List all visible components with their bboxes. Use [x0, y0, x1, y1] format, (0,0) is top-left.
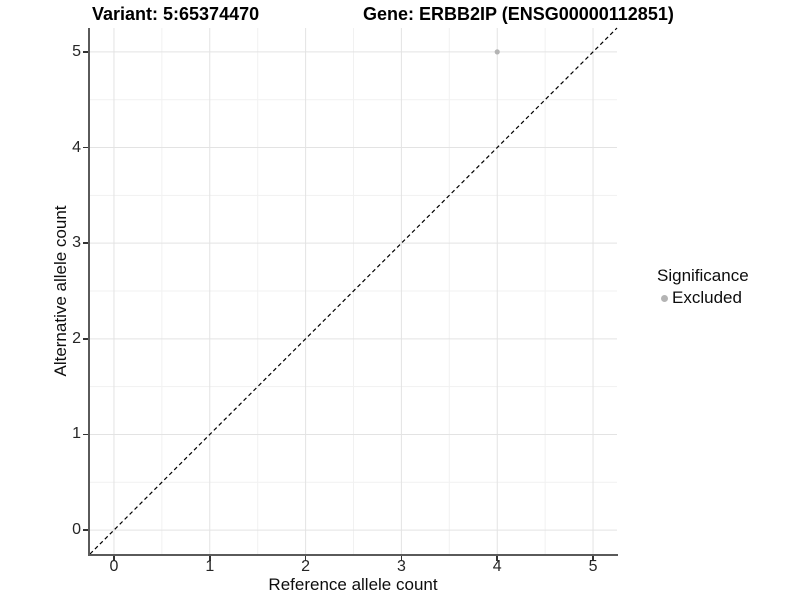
x-tick-mark: [400, 556, 403, 561]
x-axis-line: [88, 554, 618, 556]
y-axis-line: [88, 28, 90, 556]
y-tick-mark: [83, 51, 88, 53]
plot-canvas: [89, 27, 618, 555]
y-tick-label: 5: [72, 42, 81, 60]
y-tick-label: 1: [72, 425, 81, 443]
x-tick-mark: [304, 556, 307, 561]
legend-item-excluded: Excluded: [657, 288, 749, 308]
plot-title-variant: Variant: 5:65374470: [92, 4, 260, 24]
y-tick-label: 0: [72, 521, 81, 539]
x-tick-mark: [592, 556, 594, 561]
x-tick-label: 0: [109, 558, 119, 575]
x-tick-mark: [496, 556, 498, 561]
plot-panel: [89, 27, 618, 555]
identity-line: [89, 27, 618, 555]
y-tick-label: 4: [72, 138, 81, 156]
x-tick-label: 2: [301, 558, 311, 575]
y-tick-mark: [83, 529, 88, 531]
legend-title: Significance: [657, 266, 749, 285]
x-tick-mark: [113, 556, 115, 561]
y-tick-mark: [83, 338, 88, 340]
legend-key: [657, 294, 672, 302]
data-point-excluded: [494, 49, 500, 55]
excluded-point-icon: [661, 294, 668, 302]
x-axis-title: Reference allele count: [268, 575, 438, 594]
y-axis-title: Alternative allele count: [51, 205, 70, 377]
x-tick-label: 5: [588, 558, 598, 575]
y-tick-mark: [83, 433, 88, 436]
x-tick-label: 4: [492, 558, 502, 575]
plot-title-gene: Gene: ERBB2IP (ENSG00000112851): [363, 4, 674, 24]
y-tick-mark: [83, 146, 88, 149]
y-tick-label: 2: [72, 329, 81, 347]
legend: Significance Excluded: [657, 266, 749, 308]
y-tick-mark: [83, 242, 88, 244]
x-tick-mark: [209, 556, 211, 561]
legend-item-label: Excluded: [672, 288, 742, 307]
y-tick-label: 3: [72, 234, 81, 252]
x-tick-label: 3: [396, 558, 406, 575]
x-tick-label: 1: [205, 558, 215, 575]
